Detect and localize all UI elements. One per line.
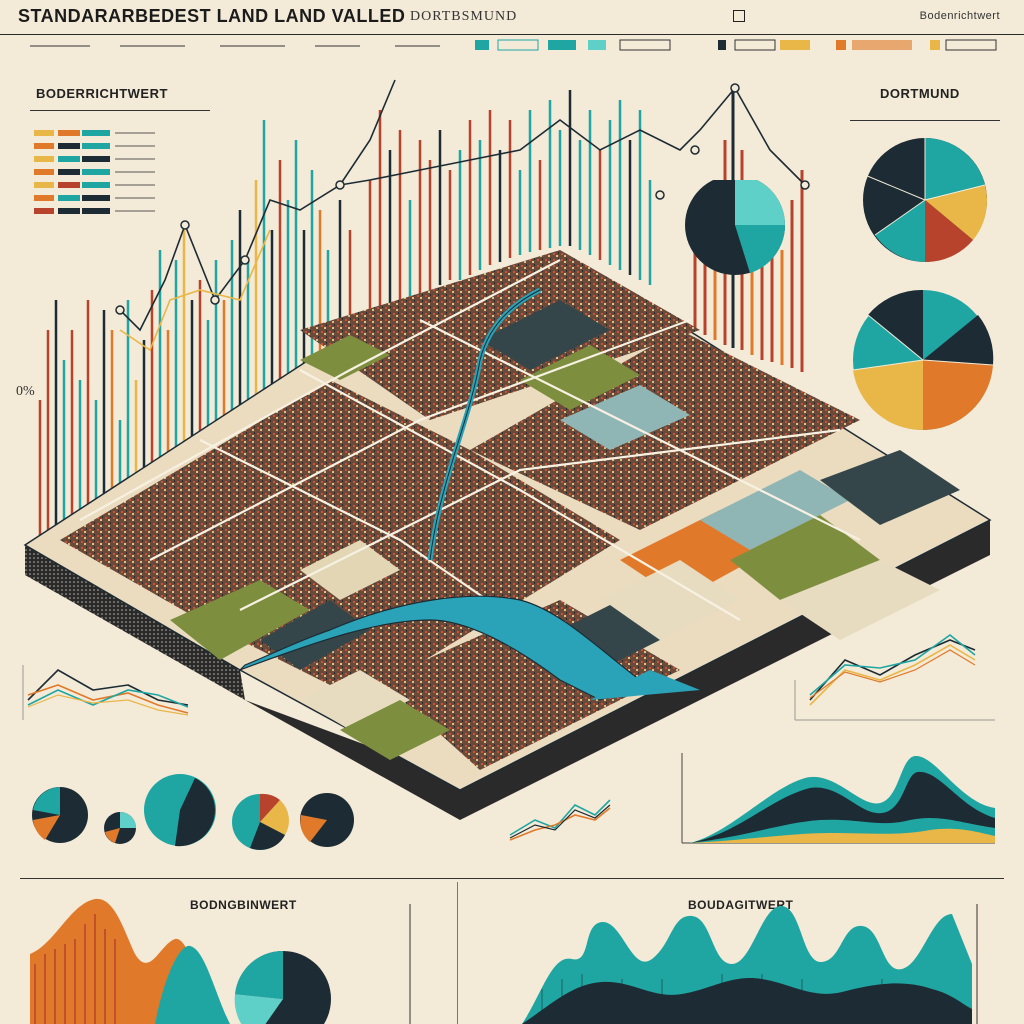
left-legend xyxy=(34,130,155,214)
left-panel-label: BODERRICHTWERT xyxy=(36,86,168,101)
bottom-right-chart xyxy=(522,904,978,1024)
bottom-left-label: BODNGBINWERT xyxy=(190,898,297,912)
pie-chart-2 xyxy=(852,289,994,431)
bottom-separator xyxy=(20,878,1004,879)
right-line-chart xyxy=(794,633,995,721)
pie-chart-1 xyxy=(863,138,988,263)
right-panel-label: DORTMUND xyxy=(880,86,960,101)
left-line-chart xyxy=(22,665,189,720)
header-tag: Bodenrichtwert xyxy=(919,10,1000,22)
center-line-chart xyxy=(509,799,611,841)
page-title: STANDARARBEDEST LAND LAND VALLED xyxy=(18,6,406,26)
right-area-chart xyxy=(681,753,995,844)
bottom-right-label: BOUDAGITWERT xyxy=(688,898,794,912)
bottom-divider xyxy=(457,882,458,1024)
left-panel-rule xyxy=(30,110,210,111)
bottom-left-chart xyxy=(30,898,411,1024)
small-pies-row xyxy=(32,774,354,850)
right-panel-rule xyxy=(850,120,1000,121)
percent-label: 0% xyxy=(16,384,35,399)
checkbox-icon xyxy=(733,10,745,22)
legend-swatch-row xyxy=(30,39,997,51)
header-bar: STANDARARBEDEST LAND LAND VALLED DORTBSM… xyxy=(0,0,1024,35)
pie-chart-overlay xyxy=(685,180,786,275)
city-name: DORTBSMUND xyxy=(410,9,518,24)
